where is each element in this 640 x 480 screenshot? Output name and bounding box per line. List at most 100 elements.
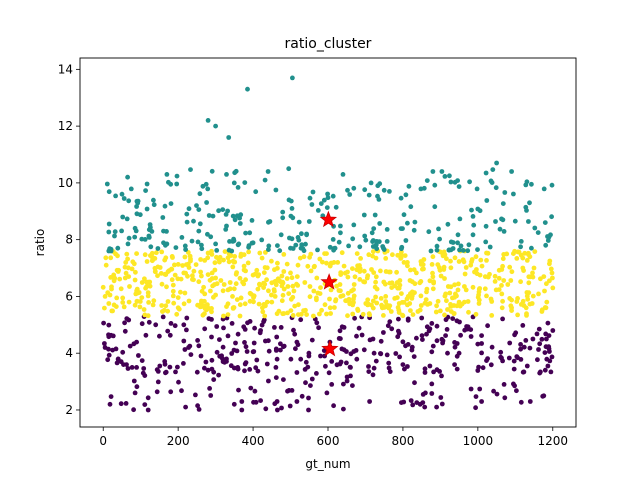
- data-point-low: [131, 407, 137, 413]
- data-point-low: [500, 316, 505, 322]
- data-point-mid: [311, 264, 317, 270]
- data-point-mid: [357, 266, 363, 271]
- data-point-mid: [514, 256, 520, 261]
- data-point-high: [134, 198, 140, 204]
- points-layer: [100, 75, 556, 413]
- data-point-mid: [275, 260, 280, 266]
- data-point-low: [106, 322, 112, 328]
- centroid-star: [321, 339, 339, 357]
- data-point-low: [405, 317, 411, 323]
- data-point-low: [229, 321, 235, 326]
- data-point-high: [168, 201, 174, 207]
- data-point-high: [315, 247, 320, 253]
- data-point-mid: [205, 302, 210, 308]
- data-point-mid: [226, 259, 232, 265]
- data-point-low: [234, 348, 240, 354]
- data-point-high: [213, 123, 219, 129]
- data-point-mid: [188, 258, 193, 264]
- data-point-high: [286, 166, 292, 172]
- data-point-low: [484, 358, 489, 363]
- data-point-high: [351, 185, 357, 191]
- data-point-low: [514, 388, 519, 394]
- data-point-high: [370, 244, 376, 249]
- data-point-mid: [400, 312, 405, 318]
- data-point-high: [460, 248, 466, 253]
- data-point-mid: [213, 275, 219, 281]
- data-point-mid: [257, 250, 263, 256]
- data-point-low: [278, 341, 283, 347]
- data-point-high: [173, 245, 179, 251]
- data-point-mid: [159, 303, 165, 308]
- data-point-mid: [394, 280, 400, 285]
- data-point-high: [306, 219, 312, 224]
- data-point-high: [208, 234, 214, 240]
- data-point-mid: [518, 302, 524, 307]
- data-point-low: [389, 326, 395, 332]
- data-point-mid: [338, 270, 344, 275]
- data-point-high: [384, 227, 390, 232]
- data-point-high: [434, 243, 440, 249]
- data-point-mid: [141, 307, 147, 312]
- data-point-mid: [358, 256, 363, 261]
- data-point-low: [145, 395, 151, 401]
- data-point-low: [537, 370, 543, 376]
- data-point-mid: [448, 258, 453, 264]
- data-point-mid: [209, 309, 214, 315]
- data-point-low: [520, 323, 526, 328]
- data-point-low: [298, 356, 304, 362]
- data-point-mid: [388, 309, 394, 314]
- data-point-low: [239, 399, 245, 404]
- data-point-mid: [418, 262, 424, 267]
- data-point-low: [542, 367, 548, 373]
- y-tick-label: 12: [58, 119, 73, 133]
- data-point-mid: [224, 304, 229, 309]
- data-point-low: [540, 393, 546, 399]
- data-point-low: [163, 369, 169, 375]
- data-point-mid: [407, 278, 413, 283]
- data-point-mid: [299, 311, 304, 317]
- data-point-mid: [515, 249, 521, 255]
- data-point-low: [202, 326, 208, 332]
- data-point-mid: [205, 255, 211, 261]
- data-point-high: [470, 232, 476, 238]
- data-point-mid: [489, 313, 495, 318]
- data-point-mid: [492, 279, 498, 284]
- data-point-low: [181, 361, 186, 366]
- data-point-low: [344, 374, 350, 380]
- data-point-low: [205, 367, 211, 373]
- data-point-low: [274, 399, 280, 404]
- data-point-low: [172, 323, 178, 329]
- data-point-low: [243, 360, 249, 365]
- data-point-mid: [374, 286, 380, 292]
- data-point-low: [537, 341, 543, 347]
- data-point-mid: [408, 308, 413, 313]
- data-point-low: [242, 368, 247, 374]
- data-point-mid: [209, 306, 214, 311]
- data-point-high: [119, 228, 124, 234]
- data-point-low: [545, 320, 551, 326]
- data-point-high: [333, 204, 339, 210]
- data-point-mid: [209, 270, 215, 276]
- data-point-low: [399, 400, 404, 405]
- data-point-mid: [237, 275, 243, 281]
- data-point-low: [361, 347, 367, 353]
- data-point-low: [424, 331, 429, 337]
- data-point-low: [518, 357, 524, 362]
- data-point-low: [209, 334, 214, 340]
- data-point-low: [134, 384, 140, 390]
- data-point-high: [299, 242, 305, 248]
- data-point-low: [429, 381, 435, 387]
- data-point-mid: [205, 250, 211, 256]
- data-point-mid: [191, 268, 197, 274]
- data-point-mid: [507, 264, 513, 270]
- data-point-high: [509, 169, 514, 174]
- data-point-low: [188, 352, 194, 357]
- data-point-high: [332, 245, 338, 251]
- data-point-mid: [452, 255, 458, 261]
- data-point-low: [450, 316, 456, 321]
- data-point-high: [259, 237, 265, 243]
- data-point-low: [115, 357, 121, 362]
- data-point-low: [196, 407, 202, 412]
- data-point-high: [421, 185, 427, 191]
- data-point-mid: [522, 250, 528, 256]
